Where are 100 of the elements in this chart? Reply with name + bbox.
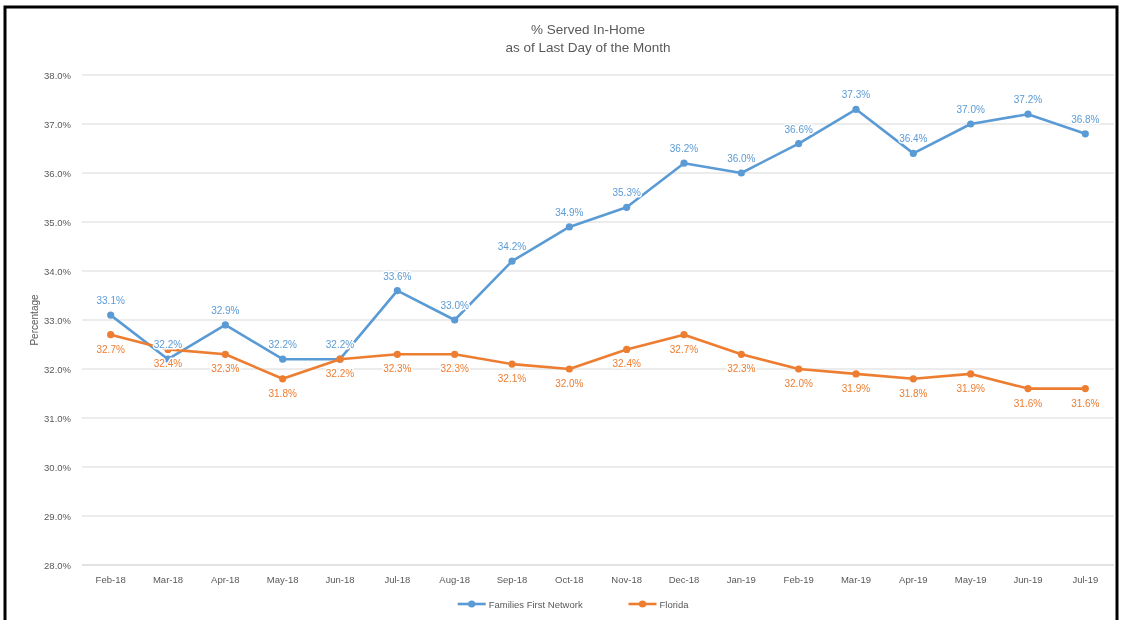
point bbox=[1081, 385, 1089, 393]
point bbox=[508, 257, 516, 265]
point bbox=[565, 365, 573, 373]
point bbox=[279, 375, 287, 383]
point bbox=[1024, 385, 1032, 393]
point bbox=[623, 203, 631, 211]
x-tick-label: May-18 bbox=[266, 574, 299, 585]
point bbox=[451, 350, 459, 358]
point bbox=[1024, 110, 1032, 118]
data-label: 31.6% bbox=[1071, 397, 1100, 409]
x-tick-label: Jun-18 bbox=[325, 574, 355, 585]
point bbox=[107, 331, 115, 339]
x-tick-label: Jul-19 bbox=[1072, 574, 1099, 585]
x-tick-label: Jun-19 bbox=[1013, 574, 1043, 585]
data-label: 32.0% bbox=[555, 378, 584, 389]
x-tick-label: Feb-19 bbox=[783, 574, 814, 585]
data-label: 36.2% bbox=[669, 143, 699, 155]
data-label: 36.0% bbox=[727, 153, 756, 164]
point bbox=[451, 316, 459, 324]
data-label: 33.6% bbox=[383, 270, 412, 282]
point bbox=[737, 169, 745, 177]
y-axis-title: Percentage bbox=[29, 293, 40, 346]
point bbox=[508, 360, 516, 368]
point bbox=[279, 355, 287, 363]
data-label: 36.4% bbox=[899, 133, 928, 145]
point bbox=[909, 375, 917, 383]
y-tick-label: 38.0% bbox=[44, 69, 72, 81]
point bbox=[852, 105, 860, 113]
point bbox=[967, 120, 975, 128]
x-tick-label: Jul-18 bbox=[384, 574, 411, 585]
data-label: 32.3% bbox=[211, 363, 240, 375]
y-tick-label: 28.0% bbox=[44, 559, 72, 571]
point bbox=[909, 149, 917, 157]
legend-label: Florida bbox=[659, 598, 690, 610]
data-label: 31.6% bbox=[1013, 397, 1043, 409]
data-label: 32.1% bbox=[497, 373, 527, 385]
data-label: 31.9% bbox=[841, 382, 871, 394]
x-tick-label: Feb-18 bbox=[95, 574, 126, 585]
point bbox=[393, 287, 401, 295]
point bbox=[680, 331, 688, 339]
x-tick-label: Sep-18 bbox=[496, 574, 528, 585]
y-tick-label: 36.0% bbox=[44, 167, 72, 179]
data-label: 35.3% bbox=[612, 187, 641, 199]
x-tick-label: Dec-18 bbox=[668, 574, 700, 585]
point bbox=[795, 140, 803, 148]
x-tick-label: Oct-18 bbox=[555, 574, 584, 585]
x-tick-label: May-19 bbox=[954, 574, 987, 585]
x-tick-label: Aug-18 bbox=[439, 574, 470, 585]
data-label: 37.3% bbox=[841, 89, 871, 101]
y-tick-label: 32.0% bbox=[44, 363, 72, 375]
data-label: 32.4% bbox=[612, 358, 641, 370]
x-tick-label: Nov-18 bbox=[611, 574, 642, 585]
point bbox=[795, 365, 803, 373]
data-label: 32.0% bbox=[784, 378, 813, 389]
point bbox=[1081, 130, 1089, 138]
point bbox=[221, 321, 229, 329]
x-tick-label: Apr-19 bbox=[899, 574, 928, 585]
data-label: 36.8% bbox=[1071, 113, 1100, 125]
y-tick-label: 34.0% bbox=[44, 265, 72, 277]
y-tick-label: 35.0% bbox=[44, 216, 72, 228]
x-tick-label: Jan-19 bbox=[726, 574, 756, 585]
data-label: 31.8% bbox=[268, 387, 297, 399]
point bbox=[565, 223, 573, 231]
data-label: 32.3% bbox=[727, 363, 756, 375]
x-tick-label: Mar-19 bbox=[840, 574, 872, 585]
data-label: 31.9% bbox=[956, 382, 985, 394]
data-label: 32.7% bbox=[669, 343, 699, 355]
point bbox=[737, 350, 745, 358]
point bbox=[852, 370, 860, 378]
data-label: 33.0% bbox=[440, 300, 469, 311]
data-label: 32.3% bbox=[440, 363, 469, 375]
data-label: 37.0% bbox=[956, 104, 985, 115]
y-tick-label: 30.0% bbox=[44, 461, 72, 473]
data-label: 37.2% bbox=[1013, 94, 1043, 106]
data-label: 34.2% bbox=[497, 241, 527, 253]
y-tick-label: 29.0% bbox=[44, 510, 72, 522]
y-tick-label: 37.0% bbox=[44, 118, 72, 130]
x-tick-label: Mar-18 bbox=[152, 574, 184, 585]
chart-title: % Served In-Home bbox=[530, 22, 646, 37]
data-label: 31.8% bbox=[899, 387, 928, 399]
data-label: 33.1% bbox=[96, 295, 125, 307]
point bbox=[221, 350, 229, 358]
point bbox=[967, 370, 975, 378]
y-tick-label: 31.0% bbox=[44, 412, 72, 424]
data-label: 32.2% bbox=[325, 368, 355, 380]
data-label: 32.4% bbox=[153, 358, 183, 370]
x-tick-label: Apr-18 bbox=[211, 574, 240, 585]
data-label: 32.3% bbox=[383, 363, 412, 375]
point bbox=[107, 311, 115, 319]
point bbox=[680, 159, 688, 167]
data-label: 34.9% bbox=[555, 206, 584, 218]
legend-label: Families First Network bbox=[488, 598, 583, 610]
data-label: 32.7% bbox=[96, 343, 125, 355]
chart-subtitle: as of Last Day of the Month bbox=[505, 40, 671, 55]
y-tick-label: 33.0% bbox=[44, 314, 72, 326]
point bbox=[393, 350, 401, 358]
point bbox=[623, 345, 631, 353]
data-label: 32.2% bbox=[268, 339, 297, 351]
data-label: 36.6% bbox=[784, 123, 813, 135]
data-label: 32.9% bbox=[211, 304, 240, 316]
